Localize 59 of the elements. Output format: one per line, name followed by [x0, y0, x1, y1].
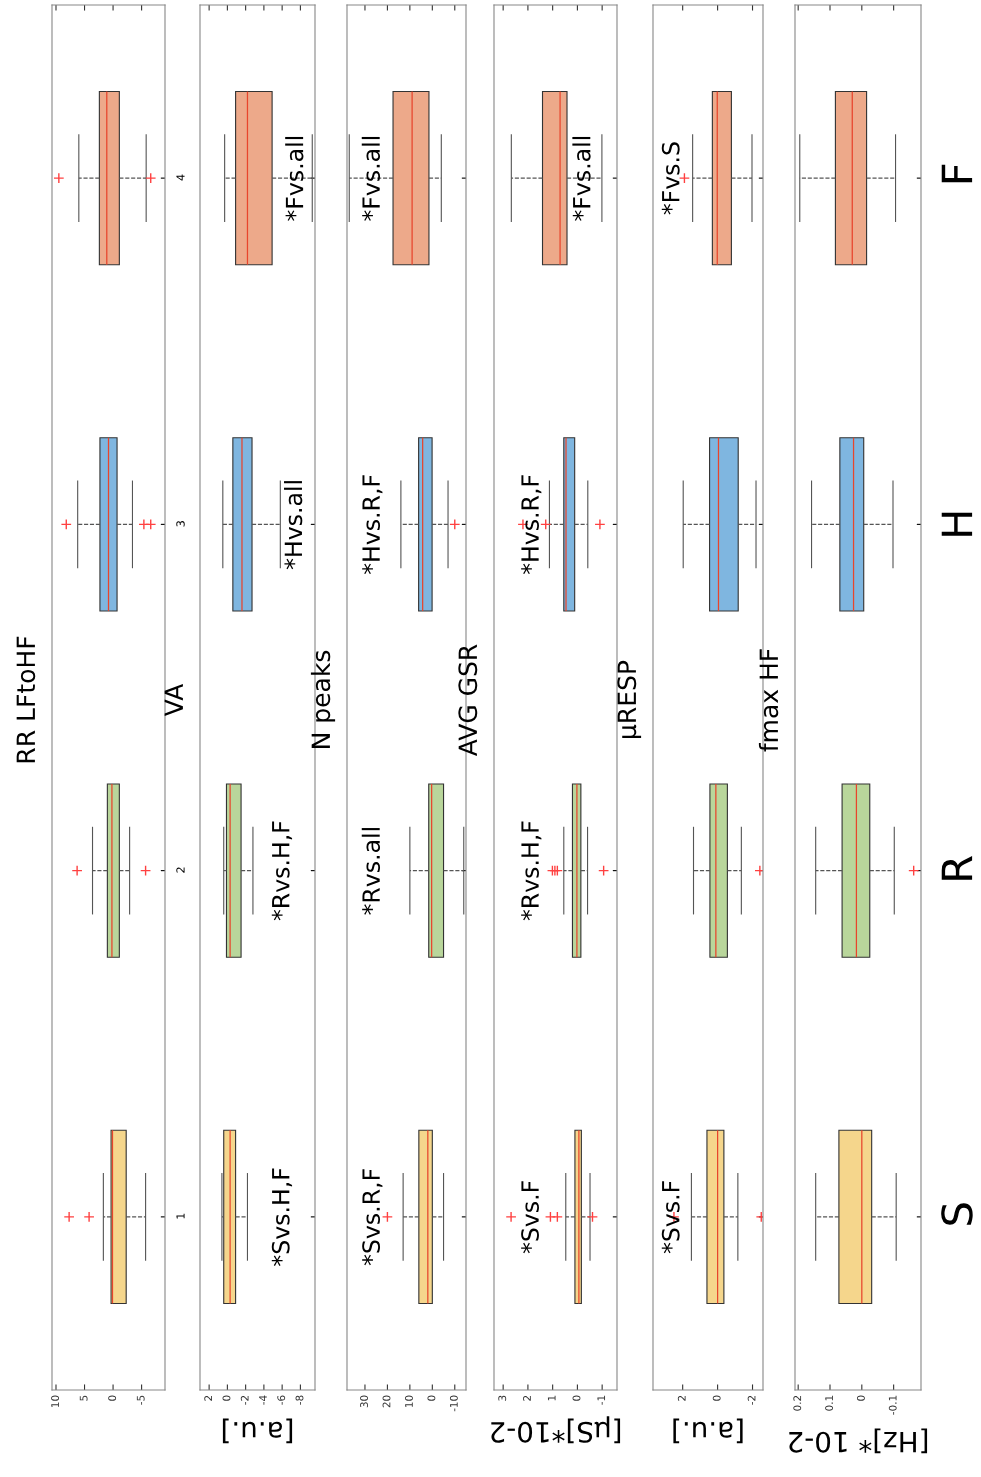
- annotation: *Fvs.all: [572, 136, 591, 221]
- text: AVG GSR: [458, 644, 478, 757]
- annotation: *Svs.R,F: [362, 1169, 383, 1266]
- x-tick-label: 0: [572, 1395, 581, 1401]
- annotation: *Svs.F: [661, 1181, 680, 1254]
- x-tick-label: 0: [427, 1395, 436, 1401]
- x-tick-label: 30: [360, 1395, 368, 1408]
- y-tick-label: S: [941, 1203, 973, 1225]
- annotation: *Hvs.R,F: [521, 475, 542, 575]
- x-axis-title: [a.u.]: [673, 1418, 743, 1444]
- x-tick-label: 0: [222, 1395, 231, 1401]
- annotation: *Fvs.all: [285, 136, 304, 221]
- x-tick-label: -2: [240, 1395, 249, 1405]
- x-tick-label: 3: [498, 1395, 507, 1401]
- x-tick-label: -5: [136, 1395, 145, 1405]
- y-tick-label: R: [941, 855, 973, 880]
- text: N peaks: [310, 650, 336, 748]
- y-tick-label: 1: [176, 1213, 185, 1219]
- x-tick-label: 0.1: [825, 1395, 834, 1411]
- x-tick-label: 0: [108, 1395, 117, 1401]
- x-tick-label: -0.1: [888, 1395, 897, 1415]
- x-tick-label: 2: [523, 1395, 531, 1401]
- x-tick-label: -2: [747, 1395, 756, 1405]
- text: RR LFtoHF: [16, 636, 36, 763]
- x-tick-label: -8: [295, 1395, 304, 1405]
- x-tick-label: 10: [405, 1395, 413, 1407]
- x-tick-label: 20: [382, 1395, 391, 1408]
- y-tick-label: 2: [176, 867, 185, 873]
- text: fmax HF: [758, 649, 779, 752]
- annotation: *Rvs.H,F: [271, 821, 293, 921]
- x-tick-label: 2: [677, 1395, 686, 1401]
- annotation: *Svs.F: [521, 1181, 539, 1254]
- y-tick-label: H: [941, 512, 973, 536]
- annotation: *Hvs.all: [284, 481, 303, 570]
- x-tick-label: 0: [712, 1395, 721, 1401]
- x-tick-label: 1: [547, 1395, 556, 1401]
- annotation: *Hvs.R,F: [362, 475, 383, 575]
- x-tick-label: -6: [277, 1395, 286, 1405]
- x-tick-label: -10: [449, 1395, 458, 1412]
- annotation: *Rvs.H,F: [521, 821, 542, 921]
- annotation: *Fvs.S: [661, 142, 680, 215]
- x-axis-title: [μS]*10-2: [491, 1416, 621, 1444]
- x-tick-label: 0.2: [793, 1395, 802, 1411]
- x-tick-label: -4: [259, 1395, 267, 1405]
- text: VA: [164, 683, 183, 717]
- y-tick-label: F: [941, 164, 973, 183]
- y-tick-label: 3: [176, 521, 185, 527]
- annotation: *Fvs.all: [361, 136, 381, 221]
- annotation: *Svs.H,F: [271, 1168, 293, 1266]
- x-tick-label: 10: [51, 1395, 60, 1407]
- x-tick-label: -1: [597, 1395, 606, 1405]
- x-tick-label: 2: [204, 1395, 212, 1401]
- x-tick-label: 0: [856, 1395, 865, 1401]
- x-axis-title: [a.u.]: [222, 1418, 293, 1444]
- text: μRESP: [617, 660, 642, 738]
- y-tick-label: 4: [176, 174, 185, 181]
- x-axis-title: [Hz]* 10-2: [789, 1428, 928, 1454]
- annotation: *Rvs.all: [361, 828, 381, 915]
- x-tick-label: 5: [79, 1395, 88, 1401]
